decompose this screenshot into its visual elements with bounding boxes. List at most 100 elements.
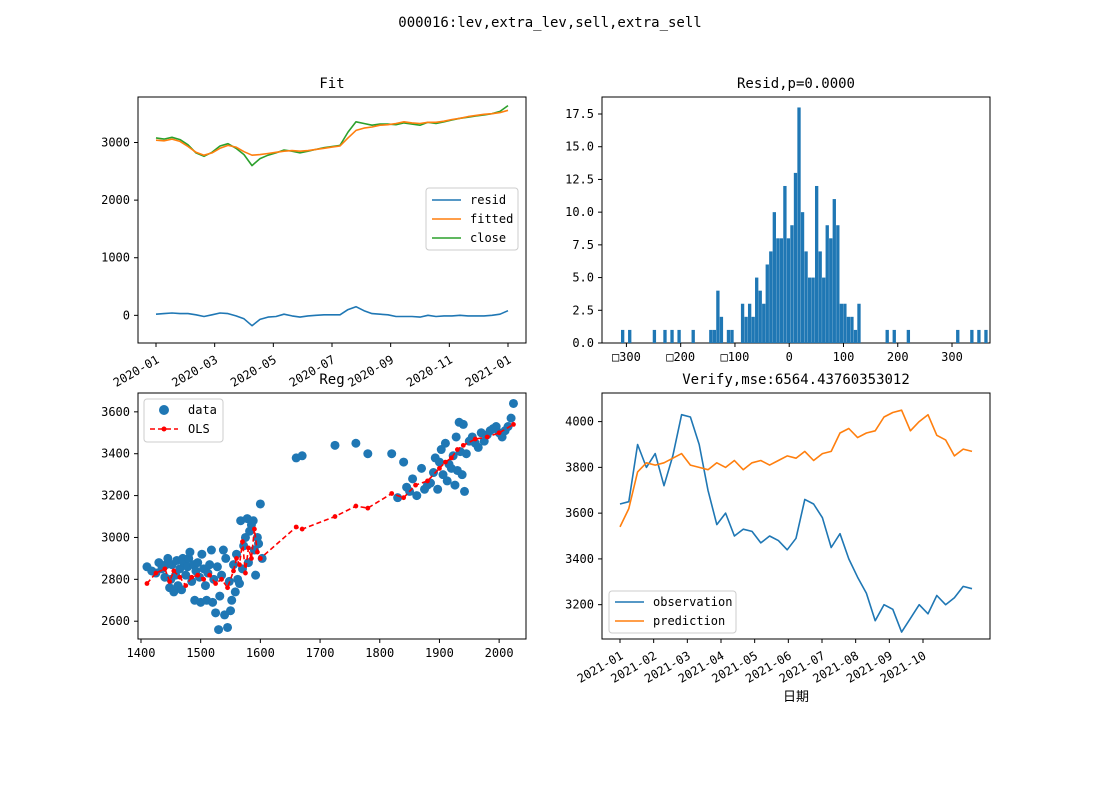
reg-ols-point [252, 526, 257, 532]
reg-legend-ols-marker [161, 426, 167, 432]
figure-suptitle: 000016:lev,extra_lev,sell,extra_sell [398, 15, 701, 31]
reg-ols-point [454, 447, 460, 452]
resid-ytick-label: 12.5 [565, 172, 594, 186]
reg-ols-point [225, 585, 230, 591]
resid-bar [758, 290, 762, 343]
reg-ols-point [496, 430, 502, 436]
resid-xtick-label: □100 [720, 350, 749, 364]
fit-legend: resid fitted close [425, 187, 519, 251]
resid-bar [730, 329, 734, 343]
reg-ols-point [189, 574, 195, 580]
reg-data-point [433, 484, 443, 494]
reg-ytick-label: 3400 [101, 447, 130, 461]
fit-legend-fitted-label: fitted [470, 212, 513, 226]
reg-legend-data-label: data [188, 403, 217, 417]
resid-bar [783, 185, 787, 343]
resid-bar [776, 238, 780, 343]
reg-data-point [393, 493, 403, 503]
verify-xlabel: 日期 [783, 690, 809, 705]
reg-data-point [208, 597, 218, 607]
reg-ols-point [234, 555, 239, 561]
resid-ytick-label: 10.0 [565, 205, 594, 219]
reg-data-point [297, 451, 307, 461]
reg-data-point [206, 545, 216, 555]
fit-ytick-label: 2000 [101, 193, 130, 207]
reg-ols-point [460, 442, 466, 448]
verify-line-observation [619, 413, 973, 633]
reg-ols-point [219, 576, 224, 582]
reg-xtick-label: 2000 [485, 646, 514, 660]
reg-ols-point [240, 539, 245, 545]
resid-bar [719, 316, 724, 343]
verify-legend: observation prediction [608, 590, 737, 634]
reg-data-point [399, 457, 409, 467]
reg-data-point [363, 449, 373, 459]
reg-data-point [221, 553, 231, 563]
reg-ols-point [231, 568, 236, 574]
reg-data-point [255, 499, 265, 509]
reg-ols-point [353, 503, 359, 509]
reg-data-point [508, 398, 518, 408]
resid-bar [769, 251, 773, 343]
verify-ytick-label: 3200 [565, 598, 594, 612]
reg-legend-data-swatch [159, 405, 169, 415]
resid-bar [885, 329, 889, 343]
fit-line-resid [155, 305, 509, 327]
reg-ols-point [207, 572, 213, 578]
resid-bar [726, 329, 731, 343]
resid-bar [804, 251, 808, 343]
reg-ols-point [195, 572, 201, 578]
reg-ytick-label: 3200 [101, 489, 130, 503]
reg-ols-point [213, 581, 219, 586]
reg-data-point [251, 570, 261, 580]
reg-data-point [214, 625, 224, 635]
reg-ols-point [437, 465, 442, 471]
reg-xtick-label: 1900 [425, 646, 454, 660]
fit-xtick-label: 2020-01 [111, 352, 162, 389]
resid-xtick-label: □300 [612, 350, 641, 364]
fit-legend-resid-label: resid [470, 193, 506, 207]
reg-ols-point [293, 524, 299, 530]
reg-data-point [181, 570, 191, 580]
resid-bar [892, 329, 896, 343]
reg-ols-point [443, 459, 448, 465]
reg-data-point [212, 562, 222, 572]
fit-line-fitted [155, 109, 509, 156]
reg-data-point [330, 440, 340, 450]
reg-data-point [193, 558, 203, 568]
reg-data-point [200, 581, 210, 591]
resid-ytick-label: 17.5 [565, 107, 594, 121]
reg-xtick-label: 1400 [127, 646, 156, 660]
reg-data-point [506, 413, 516, 423]
reg-data-point [458, 419, 468, 429]
reg-legend-ols-label: OLS [188, 422, 210, 436]
reg-data-point [460, 486, 470, 496]
reg-data-point [205, 560, 215, 570]
reg-data-point [387, 449, 397, 459]
resid-bar [818, 251, 822, 343]
resid-xtick-label: 100 [833, 350, 855, 364]
resid-bar [744, 316, 748, 343]
reg-title: Reg [319, 372, 344, 388]
verify-line-prediction [619, 409, 973, 528]
reg-data-point [417, 463, 427, 473]
resid-title: Resid,p=0.0000 [737, 76, 855, 92]
verify-series-layer [619, 409, 973, 633]
reg-legend: data OLS [143, 398, 224, 443]
reg-ols-point [167, 579, 173, 584]
reg-data-point [197, 549, 207, 559]
subplot-resid: Resid,p=0.0000 0.0 2.5 5.0 7.5 10.0 12.5 15.0 1… [565, 76, 991, 364]
reg-data-point [451, 432, 461, 442]
reg-xtick-label: 1700 [306, 646, 335, 660]
verify-legend-prediction-label: prediction [653, 614, 725, 628]
resid-xtick-label: 0 [786, 350, 793, 364]
verify-title: Verify,mse:6564.43760353012 [682, 372, 910, 388]
resid-bar [814, 185, 819, 343]
resid-xtick-label: 300 [941, 350, 963, 364]
reg-data-point [223, 622, 233, 632]
resid-bar [765, 264, 769, 343]
reg-ols-point [162, 566, 168, 572]
resid-y-ticks: 0.0 2.5 5.0 7.5 10.0 12.5 15.0 17.5 [565, 107, 602, 350]
